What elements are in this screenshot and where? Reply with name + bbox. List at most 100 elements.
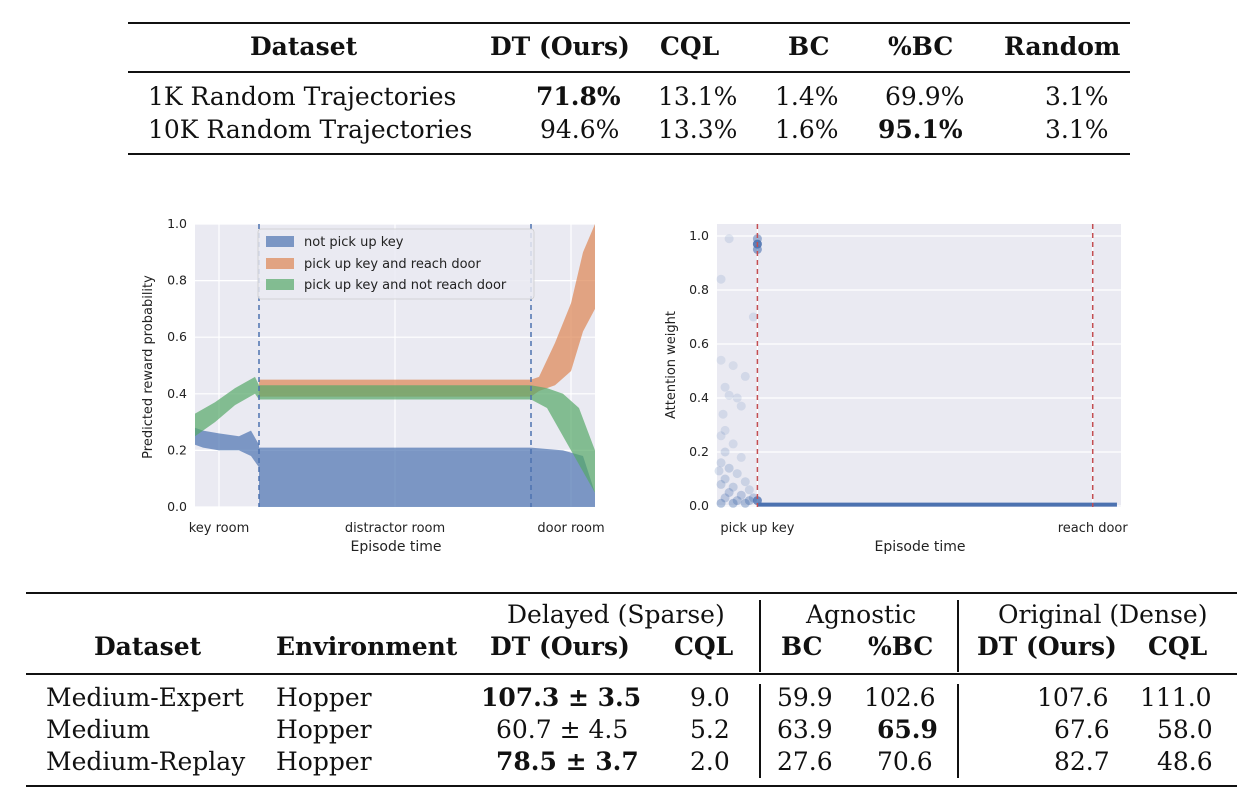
- plot-background: [717, 224, 1121, 507]
- x-tick-label: door room: [537, 521, 604, 536]
- row3-environment: Hopper: [276, 747, 372, 776]
- y-tick-label: 1.0: [689, 228, 709, 243]
- row1-bc: 1.4%: [775, 82, 839, 111]
- header-environment: Environment: [276, 632, 458, 661]
- row2-dt-original: 67.6: [1054, 715, 1110, 744]
- header-dt-original: DT (Ours): [977, 632, 1117, 661]
- divider-2-header: [957, 600, 959, 672]
- attention-point: [720, 474, 730, 484]
- attention-point: [716, 458, 726, 468]
- y-tick-label: 0.4: [689, 390, 709, 405]
- attention-point: [716, 498, 726, 508]
- attention-point: [714, 466, 724, 476]
- row1-pbc: 102.6: [864, 683, 936, 712]
- attention-point: [732, 393, 742, 403]
- header-rule: [128, 71, 1130, 73]
- y-tick-label: 0.6: [689, 336, 709, 351]
- attention-point: [724, 234, 734, 244]
- y-tick-label: 0.4: [167, 386, 187, 401]
- row2-pbc: 95.1%: [878, 115, 963, 144]
- attention-point: [732, 469, 742, 479]
- divider-1-body: [759, 684, 761, 778]
- header-rule: [26, 673, 1237, 675]
- row1-dataset: Medium-Expert: [46, 683, 244, 712]
- y-tick-label: 0.0: [689, 498, 709, 513]
- divider-2-body: [957, 684, 959, 778]
- attention-point: [728, 498, 738, 508]
- row3-cql: 2.0: [690, 747, 730, 776]
- header-pbc: %BC: [888, 32, 954, 61]
- row1-random: 3.1%: [1045, 82, 1109, 111]
- results-table-minigrid: Dataset DT (Ours) CQL BC %BC Random 1K R…: [128, 20, 1130, 160]
- attention-point: [736, 401, 746, 411]
- legend-swatch-orange: [266, 258, 294, 269]
- results-table-d4rl: Delayed (Sparse) Agnostic Original (Dens…: [26, 590, 1237, 790]
- row1-dt-original: 107.6: [1037, 683, 1109, 712]
- row3-dataset: Medium-Replay: [46, 747, 246, 776]
- header-bc: BC: [781, 632, 823, 661]
- legend: not pick up key pick up key and reach do…: [257, 228, 535, 300]
- row2-cql: 13.3%: [658, 115, 738, 144]
- legend-swatch-blue: [266, 236, 294, 247]
- header-dataset: Dataset: [250, 32, 358, 61]
- y-tick-label: 0.8: [689, 282, 709, 297]
- attention-point: [736, 452, 746, 462]
- attention-point: [720, 382, 730, 392]
- attention-point: [718, 409, 728, 419]
- attention-point: [736, 490, 746, 500]
- header-dt-delayed: DT (Ours): [490, 632, 630, 661]
- attention-point: [716, 355, 726, 365]
- group-agnostic: Agnostic: [806, 600, 917, 629]
- x-tick-label: distractor room: [345, 521, 445, 536]
- attention-point: [752, 496, 762, 506]
- row1-cql-original: 111.0: [1140, 683, 1212, 712]
- header-random: Random: [1004, 32, 1121, 61]
- header-dataset: Dataset: [94, 632, 202, 661]
- y-tick-label: 0.0: [167, 499, 187, 514]
- y-axis-label: Predicted reward probability: [141, 275, 156, 459]
- top-rule: [26, 592, 1237, 594]
- row2-pbc: 65.9: [877, 715, 938, 744]
- attention-point: [728, 439, 738, 449]
- attention-point: [728, 361, 738, 371]
- row1-environment: Hopper: [276, 683, 372, 712]
- attention-point: [716, 479, 726, 489]
- attention-point: [740, 498, 750, 508]
- group-delayed: Delayed (Sparse): [507, 600, 725, 629]
- attention-point: [752, 245, 762, 254]
- y-tick-label: 0.6: [167, 329, 187, 344]
- legend-label-not-reach-door: pick up key and not reach door: [304, 278, 507, 293]
- row2-dt: 60.7 ± 4.5: [496, 715, 629, 744]
- y-tick-label: 0.8: [167, 273, 187, 288]
- attention-point: [752, 234, 762, 244]
- attention-point: [724, 463, 734, 473]
- row1-pbc: 69.9%: [885, 82, 965, 111]
- row3-cql-original: 48.6: [1157, 747, 1213, 776]
- row2-dataset: 10K Random Trajectories: [148, 115, 473, 144]
- row2-bc: 1.6%: [775, 115, 839, 144]
- y-axis-label: Attention weight: [664, 311, 679, 419]
- reward-probability-chart: 0.0 0.2 0.4 0.6 0.8 1.0 key room distractor ro…: [141, 216, 605, 555]
- x-tick-label: reach door: [1058, 521, 1129, 536]
- x-tick-label: pick up key: [720, 521, 794, 536]
- attention-point: [740, 371, 750, 381]
- bottom-rule: [128, 153, 1130, 155]
- row1-cql: 9.0: [690, 683, 730, 712]
- y-tick-label: 0.2: [167, 442, 187, 457]
- header-cql-original: CQL: [1148, 632, 1208, 661]
- row1-dt: 71.8%: [536, 82, 621, 111]
- header-cql: CQL: [660, 32, 720, 61]
- y-tick-label: 0.2: [689, 444, 709, 459]
- legend-swatch-green: [266, 279, 294, 290]
- attention-point: [744, 496, 754, 506]
- legend-box: [257, 228, 535, 300]
- row1-cql: 13.1%: [658, 82, 738, 111]
- row2-environment: Hopper: [276, 715, 372, 744]
- attention-point: [744, 485, 754, 495]
- attention-point: [748, 312, 758, 322]
- attention-point: [720, 493, 730, 503]
- row2-bc: 63.9: [777, 715, 833, 744]
- attention-weight-chart: 0.0 0.2 0.4 0.6 0.8 1.0 pick up key reach door…: [664, 224, 1129, 555]
- row2-cql: 5.2: [690, 715, 730, 744]
- row3-pbc: 70.6: [877, 747, 933, 776]
